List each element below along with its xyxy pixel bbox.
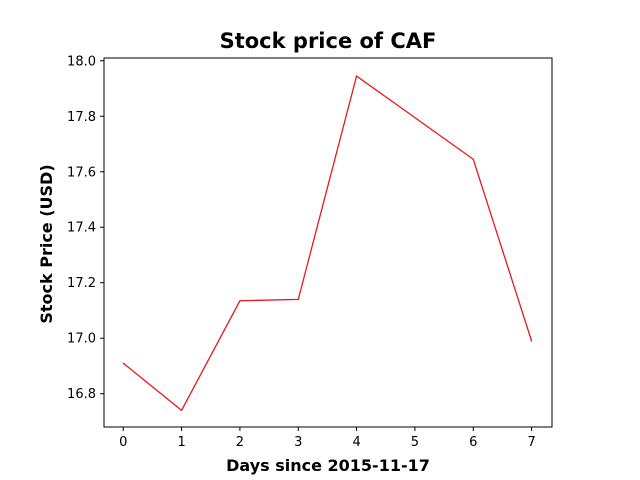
x-axis-ticks: 0 1 2 3 4 5 6 7 bbox=[119, 427, 536, 450]
data-points bbox=[122, 75, 533, 411]
x-tick-label: 2 bbox=[236, 435, 244, 450]
x-tick-label: 3 bbox=[294, 435, 302, 450]
chart-title: Stock price of CAF bbox=[220, 29, 437, 53]
x-tick-label: 5 bbox=[411, 435, 419, 450]
data-point-7 bbox=[530, 340, 533, 342]
x-axis-label: Days since 2015-11-17 bbox=[226, 456, 430, 475]
data-point-6 bbox=[472, 158, 474, 160]
y-tick-label: 17.8 bbox=[67, 110, 96, 125]
x-tick-label: 6 bbox=[469, 435, 477, 450]
y-tick-label: 16.8 bbox=[67, 387, 96, 402]
data-point-5 bbox=[414, 117, 416, 119]
x-tick-label: 1 bbox=[177, 435, 185, 450]
y-axis-label: Stock Price (USD) bbox=[37, 164, 56, 323]
x-tick-label: 4 bbox=[352, 435, 360, 450]
x-tick-label: 7 bbox=[527, 435, 535, 450]
data-point-2 bbox=[239, 300, 241, 302]
y-tick-label: 17.6 bbox=[67, 165, 96, 180]
data-point-3 bbox=[297, 298, 299, 300]
series-line-stock-price bbox=[122, 74, 533, 412]
y-tick-label: 17.4 bbox=[67, 221, 96, 236]
data-point-4 bbox=[355, 75, 358, 77]
data-point-1 bbox=[180, 409, 183, 411]
plot-area-frame bbox=[103, 57, 553, 428]
y-tick-label: 17.2 bbox=[67, 276, 96, 291]
y-tick-label: 17.0 bbox=[67, 332, 96, 347]
data-point-0 bbox=[122, 362, 124, 364]
y-tick-label: 18.0 bbox=[67, 54, 96, 69]
y-axis-ticks: 16.8 17.0 17.2 17.4 17.6 17.8 18.0 bbox=[67, 54, 104, 402]
x-tick-label: 0 bbox=[119, 435, 127, 450]
